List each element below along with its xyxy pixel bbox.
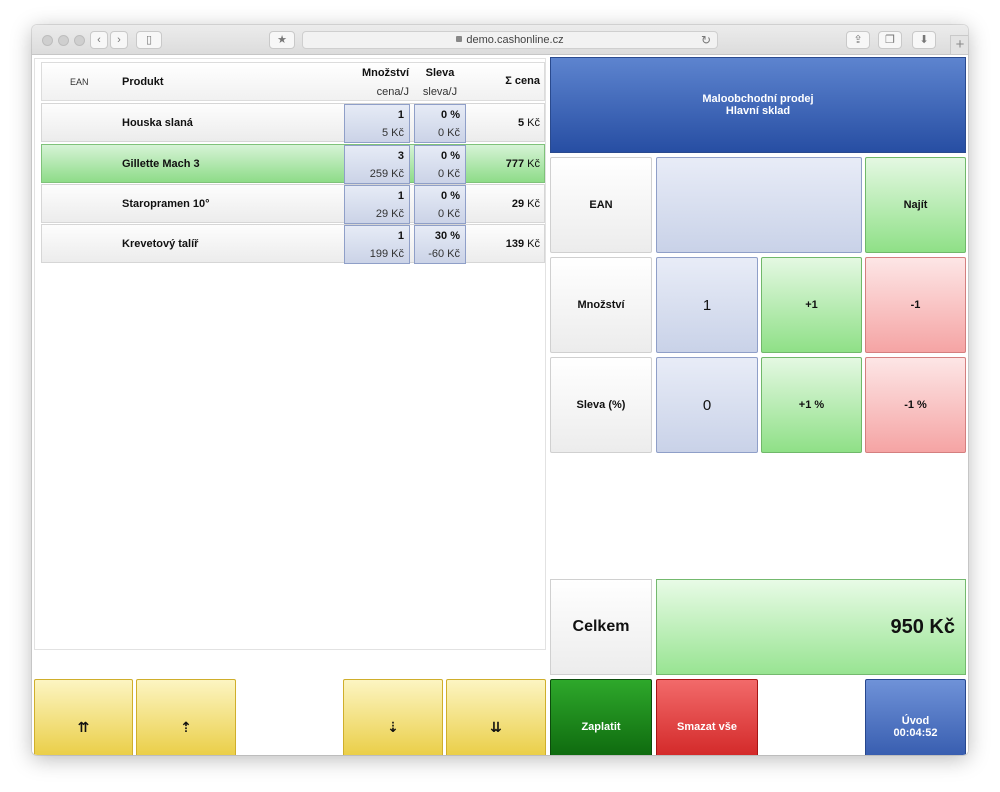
row-total: 29 Kč bbox=[472, 198, 540, 210]
discount-value: 0 % bbox=[441, 190, 460, 202]
minimize-window-icon[interactable] bbox=[58, 35, 69, 46]
quantity-cell[interactable]: 3 259 Kč bbox=[344, 145, 410, 184]
table-row[interactable]: Krevetový talíř 1 199 Kč 30 % -60 Kč 139… bbox=[41, 224, 545, 264]
quantity-plus-button[interactable]: +1 bbox=[761, 257, 862, 353]
quantity-minus-button[interactable]: -1 bbox=[865, 257, 966, 353]
pay-button[interactable]: Zaplatit bbox=[550, 679, 652, 755]
table-row[interactable]: Houska slaná 1 5 Kč 0 % 0 Kč 5 Kč bbox=[41, 103, 545, 143]
product-name: Krevetový talíř bbox=[122, 238, 199, 250]
row-total: 139 Kč bbox=[472, 238, 540, 250]
total-amount: 950 Kč bbox=[656, 579, 966, 675]
product-name: Gillette Mach 3 bbox=[122, 158, 200, 170]
discount-minus-button[interactable]: -1 % bbox=[865, 357, 966, 453]
cart-panel: EAN Produkt Množství cena/J Sleva sleva/… bbox=[34, 58, 546, 650]
pos-app: EAN Produkt Množství cena/J Sleva sleva/… bbox=[32, 55, 968, 755]
browser-toolbar: ‹ › ▯ ★ demo.cashonline.cz ↻ ⇪ ❐ ⬇ + bbox=[32, 25, 968, 55]
quantity-value: 1 bbox=[397, 109, 404, 121]
header-ean: EAN bbox=[70, 77, 89, 87]
discount-plus-button[interactable]: +1 % bbox=[761, 357, 862, 453]
discount-cell[interactable]: 0 % 0 Kč bbox=[414, 145, 466, 184]
table-row-selected[interactable]: Gillette Mach 3 3 259 Kč 0 % 0 Kč 777 Kč bbox=[41, 144, 545, 184]
quantity-label: Množství bbox=[550, 257, 652, 353]
reload-icon[interactable]: ↻ bbox=[700, 33, 711, 47]
discount-value: 0 % bbox=[441, 109, 460, 121]
product-name: Houska slaná bbox=[122, 117, 193, 129]
row-total-currency: Kč bbox=[527, 238, 540, 250]
unit-price-value: 199 Kč bbox=[369, 248, 404, 260]
quantity-cell[interactable]: 1 199 Kč bbox=[344, 225, 410, 264]
quantity-cell[interactable]: 1 5 Kč bbox=[344, 104, 410, 143]
back-icon[interactable]: ‹ bbox=[90, 31, 108, 49]
find-button[interactable]: Najít bbox=[865, 157, 966, 253]
lock-icon bbox=[456, 36, 463, 42]
session-timer: 00:04:52 bbox=[893, 727, 938, 739]
discount-cell[interactable]: 0 % 0 Kč bbox=[414, 185, 466, 224]
total-label: Celkem bbox=[550, 579, 652, 675]
ean-label: EAN bbox=[550, 157, 652, 253]
home-label: Úvod bbox=[901, 715, 930, 727]
discount-unit-value: 0 Kč bbox=[437, 168, 460, 180]
quantity-value: 3 bbox=[397, 150, 404, 162]
header-discount: Sleva bbox=[425, 67, 455, 79]
browser-window: ‹ › ▯ ★ demo.cashonline.cz ↻ ⇪ ❐ ⬇ + EAN… bbox=[32, 25, 968, 755]
close-window-icon[interactable] bbox=[42, 35, 53, 46]
unit-price-value: 5 Kč bbox=[381, 127, 404, 139]
discount-unit-value: 0 Kč bbox=[437, 127, 460, 139]
header-quantity: Množství bbox=[361, 67, 409, 79]
discount-unit-value: -60 Kč bbox=[428, 248, 460, 260]
header-total: Σ cena bbox=[505, 75, 540, 87]
row-total: 5 Kč bbox=[472, 117, 540, 129]
row-total-amount: 777 bbox=[505, 158, 525, 170]
discount-cell[interactable]: 30 % -60 Kč bbox=[414, 225, 466, 264]
home-button[interactable]: Úvod 00:04:52 bbox=[865, 679, 966, 755]
discount-value: 30 % bbox=[434, 230, 460, 242]
header-product: Produkt bbox=[122, 76, 164, 88]
row-total-amount: 5 bbox=[517, 117, 525, 129]
discount-value: 0 % bbox=[441, 150, 460, 162]
quantity-value: 1 bbox=[397, 230, 404, 242]
discount-label: Sleva (%) bbox=[550, 357, 652, 453]
unit-price-value: 259 Kč bbox=[369, 168, 404, 180]
warehouse-name: Hlavní sklad bbox=[725, 105, 791, 117]
sidebar-icon[interactable]: ▯ bbox=[136, 31, 162, 49]
quantity-cell[interactable]: 1 29 Kč bbox=[344, 185, 410, 224]
scroll-up-button[interactable]: ⇡ bbox=[136, 679, 236, 755]
share-icon[interactable]: ⇪ bbox=[846, 31, 870, 49]
table-row[interactable]: Staropramen 10° 1 29 Kč 0 % 0 Kč 29 Kč bbox=[41, 184, 545, 224]
quantity-value: 1 bbox=[397, 190, 404, 202]
quantity-input[interactable]: 1 bbox=[656, 257, 758, 353]
product-name: Staropramen 10° bbox=[122, 198, 210, 210]
bookmark-icon[interactable]: ★ bbox=[269, 31, 295, 49]
table-header: EAN Produkt Množství cena/J Sleva sleva/… bbox=[41, 62, 545, 101]
forward-icon[interactable]: › bbox=[110, 31, 128, 49]
discount-unit-value: 0 Kč bbox=[437, 208, 460, 220]
header-discount-unit: sleva/J bbox=[422, 86, 458, 98]
scroll-last-button[interactable]: ⇊ bbox=[446, 679, 546, 755]
unit-price-value: 29 Kč bbox=[375, 208, 404, 220]
row-total-amount: 139 bbox=[505, 238, 525, 250]
row-total-currency: Kč bbox=[527, 117, 540, 129]
row-total-amount: 29 bbox=[511, 198, 525, 210]
discount-cell[interactable]: 0 % 0 Kč bbox=[414, 104, 466, 143]
maximize-window-icon[interactable] bbox=[74, 35, 85, 46]
scroll-first-button[interactable]: ⇈ bbox=[34, 679, 133, 755]
new-tab-icon[interactable]: + bbox=[950, 35, 968, 55]
tabs-icon[interactable]: ❐ bbox=[878, 31, 902, 49]
row-total: 777 Kč bbox=[472, 158, 540, 170]
store-title: Maloobchodní prodej bbox=[702, 93, 814, 105]
row-total-currency: Kč bbox=[527, 158, 540, 170]
store-header: Maloobchodní prodej Hlavní sklad bbox=[550, 57, 966, 153]
download-icon[interactable]: ⬇ bbox=[912, 31, 936, 49]
url-text: demo.cashonline.cz bbox=[466, 34, 564, 46]
row-total-currency: Kč bbox=[527, 198, 540, 210]
header-unit-price: cena/J bbox=[376, 86, 409, 98]
address-bar[interactable]: demo.cashonline.cz ↻ bbox=[302, 31, 718, 49]
clear-all-button[interactable]: Smazat vše bbox=[656, 679, 758, 755]
scroll-down-button[interactable]: ⇣ bbox=[343, 679, 443, 755]
ean-input[interactable] bbox=[656, 157, 862, 253]
discount-input[interactable]: 0 bbox=[656, 357, 758, 453]
